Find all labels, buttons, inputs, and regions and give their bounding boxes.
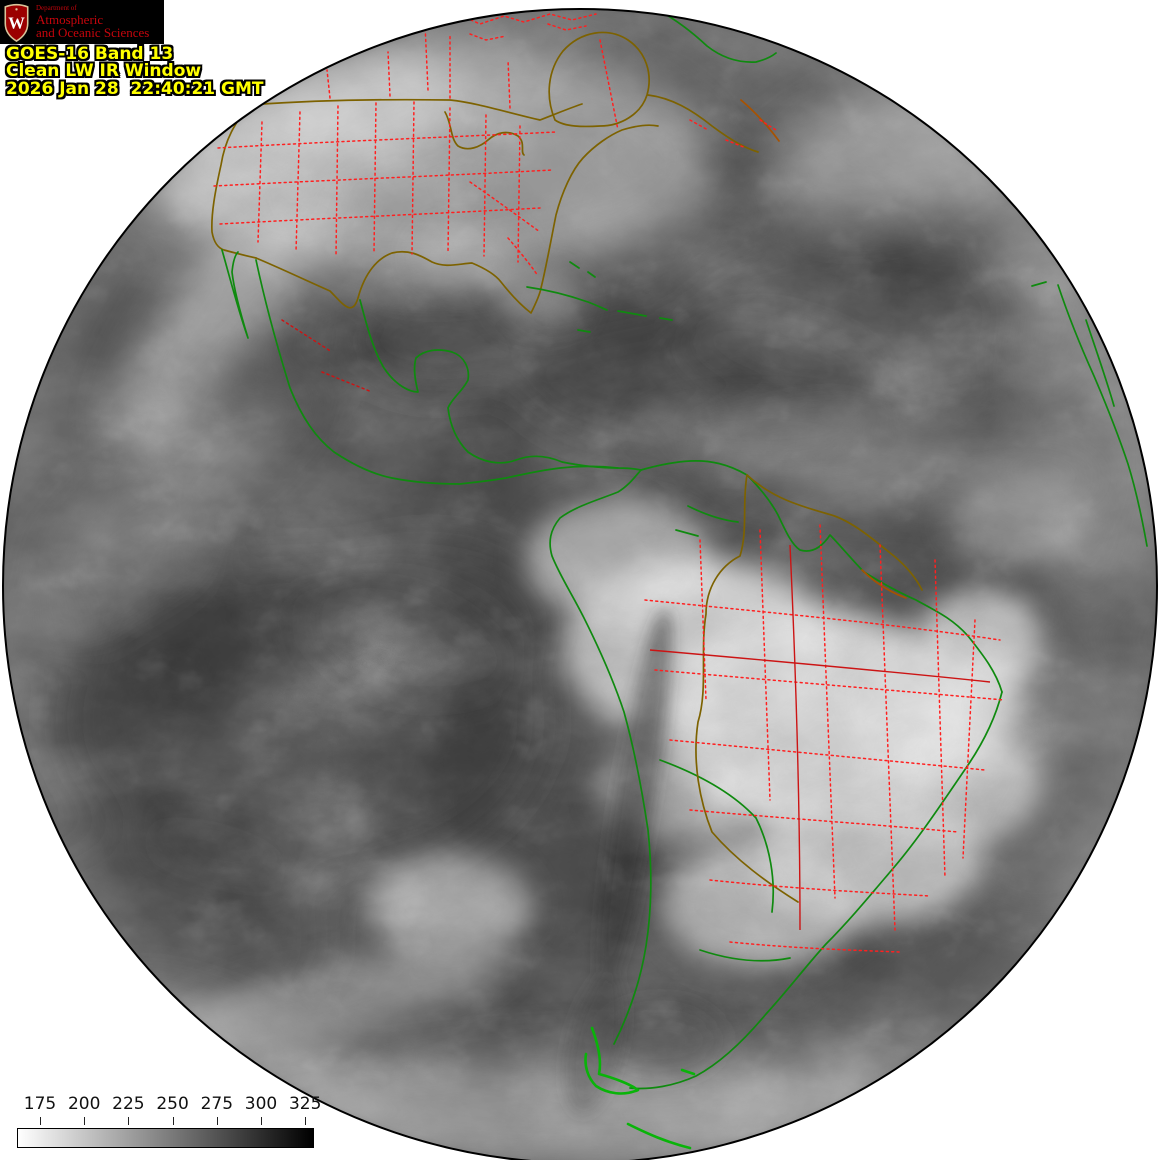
logo-department-label: Department of: [36, 4, 77, 12]
canada-borders: [326, 13, 777, 149]
temperature-colorbar: 175 200 225 250 275 300 325: [0, 1090, 340, 1160]
colorbar-tick-label: 300: [244, 1094, 278, 1114]
colorbar-tick-labels: 175 200 225 250 275 300 325: [0, 1094, 340, 1114]
brazil-state-borders: [644, 524, 1005, 953]
colorbar-tick-label: 325: [288, 1094, 322, 1114]
colorbar-gradient: [17, 1128, 314, 1148]
us-canada-borders: [210, 31, 780, 314]
colorbar-tick-label: 275: [200, 1094, 234, 1114]
disk-edge: [2, 8, 1158, 1160]
uw-crest-icon: W: [4, 3, 29, 42]
colorbar-tick-label: 250: [156, 1094, 189, 1114]
image-annotation: GOES-16 Band 13 Clean LW IR Window 2026 …: [6, 44, 264, 99]
colorbar-tick-marks: [0, 1117, 340, 1126]
colorbar-tick-mark: [216, 1117, 218, 1125]
timestamp-label: 2026 Jan 28 22:40:21 GMT: [6, 78, 264, 99]
colorbar-tick-mark: [40, 1117, 41, 1125]
logo-oceanic-label: and Oceanic Sciences: [36, 25, 150, 40]
colorbar-tick-mark: [84, 1117, 86, 1125]
colorbar-tick-mark: [305, 1117, 307, 1125]
aos-logo: W Department of Atmospheric and Oceanic …: [0, 0, 164, 44]
colorbar-tick-label: 175: [23, 1094, 57, 1114]
svg-text:W: W: [8, 13, 25, 32]
colorbar-tick-mark: [128, 1117, 130, 1125]
colorbar-tick-mark: [172, 1117, 174, 1125]
logo-atmospheric-label: Atmospheric: [36, 12, 104, 27]
satellite-band-label: GOES-16 Band 13: [6, 44, 174, 64]
colorbar-tick-mark: [261, 1117, 262, 1125]
brazil-border: [695, 474, 923, 903]
colorbar-tick-label: 200: [67, 1094, 101, 1114]
product-name-label: Clean LW IR Window: [6, 61, 202, 82]
colorbar-tick-label: 225: [112, 1094, 145, 1114]
us-state-borders: [213, 101, 557, 393]
